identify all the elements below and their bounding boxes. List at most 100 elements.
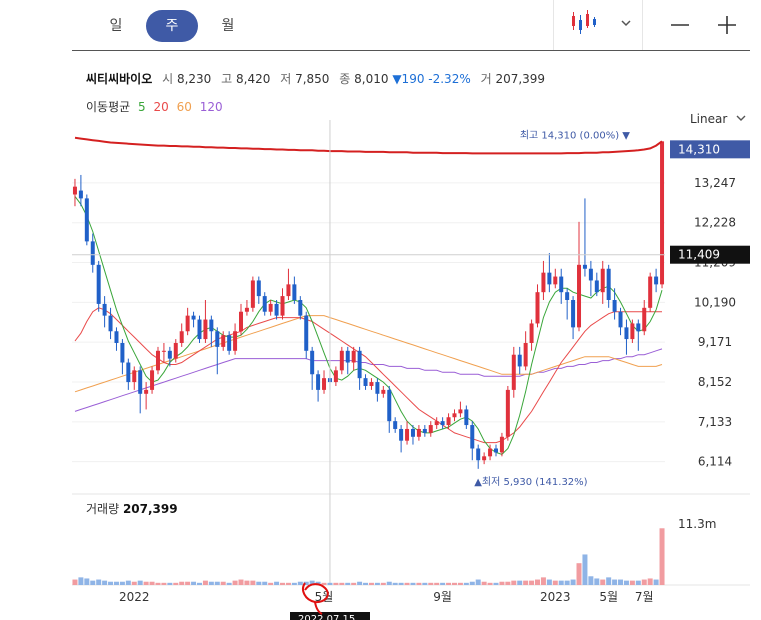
change-value: ▼190 -2.32% bbox=[392, 72, 471, 86]
ma-60[interactable]: 60 bbox=[176, 100, 192, 114]
tab-week[interactable]: 주 bbox=[146, 10, 198, 42]
volume-value: 207,399 bbox=[495, 72, 546, 86]
candle-body bbox=[138, 370, 143, 394]
volume-bar bbox=[131, 581, 137, 585]
volume-panel-label: 거래량 207,399 bbox=[86, 500, 178, 517]
candle-body bbox=[197, 319, 202, 340]
volume-bar bbox=[511, 580, 517, 585]
candle-body bbox=[505, 389, 510, 437]
low-value: 7,850 bbox=[295, 72, 330, 86]
volume-bar bbox=[428, 582, 434, 585]
tab-month[interactable]: 월 bbox=[221, 18, 235, 34]
volume-bar bbox=[351, 582, 357, 585]
volume-bar bbox=[149, 581, 155, 585]
candle-body bbox=[464, 409, 469, 426]
volume-bar bbox=[505, 581, 511, 585]
volume-bar bbox=[623, 580, 629, 585]
candle-body bbox=[155, 350, 160, 371]
volume-bar bbox=[280, 582, 286, 585]
volume-bar bbox=[457, 582, 463, 585]
candle-body bbox=[215, 331, 220, 347]
volume-bar bbox=[363, 582, 369, 585]
ma-120[interactable]: 120 bbox=[199, 100, 223, 114]
volume-bar bbox=[386, 581, 392, 585]
candle-body bbox=[535, 292, 540, 324]
candle-body bbox=[624, 327, 629, 340]
volume-bar bbox=[185, 581, 191, 585]
chart-type-button[interactable] bbox=[553, 0, 643, 50]
candle-body bbox=[393, 421, 398, 429]
volume-bar bbox=[214, 581, 220, 585]
moving-average-legend: 이동평균 5 20 60 120 bbox=[86, 98, 227, 115]
volume-bar bbox=[410, 582, 416, 585]
volume-bar bbox=[155, 582, 161, 585]
minus-icon[interactable] bbox=[668, 13, 692, 37]
candle-body bbox=[399, 428, 404, 441]
candle-body bbox=[440, 421, 445, 426]
crosshair-price-label: 11,409 bbox=[678, 248, 720, 262]
candle-body bbox=[286, 284, 291, 297]
candle-body bbox=[405, 428, 410, 441]
volume-bar bbox=[113, 581, 119, 585]
candle-body bbox=[606, 268, 611, 300]
candle-body bbox=[339, 350, 344, 371]
volume-bar bbox=[327, 582, 333, 585]
plus-icon[interactable] bbox=[715, 13, 739, 37]
candle-body bbox=[150, 370, 155, 390]
candle-body bbox=[173, 342, 178, 359]
candle-body bbox=[565, 292, 570, 300]
volume-bar bbox=[333, 582, 339, 585]
scale-selector[interactable]: Linear bbox=[690, 112, 747, 126]
candle-body bbox=[618, 311, 623, 328]
volume-bar bbox=[558, 580, 564, 585]
volume-bar bbox=[202, 580, 208, 585]
volume-bar bbox=[629, 580, 635, 585]
chevron-down-icon bbox=[736, 115, 746, 121]
candle-body bbox=[120, 342, 125, 363]
candle-body bbox=[553, 276, 558, 285]
toolbar-divider bbox=[72, 50, 750, 51]
candle-body bbox=[452, 413, 457, 418]
volume-bar bbox=[635, 580, 641, 585]
annotation-tail bbox=[314, 601, 323, 615]
volume-bar bbox=[535, 579, 541, 585]
volume-max-label: 11.3m bbox=[678, 517, 716, 531]
candle-body bbox=[511, 354, 516, 390]
candle-body bbox=[363, 378, 368, 386]
volume-bar bbox=[102, 580, 108, 585]
candle-body bbox=[588, 268, 593, 281]
volume-bar bbox=[357, 581, 363, 585]
period-tabs: 일 주 월 bbox=[90, 10, 258, 42]
candle-body bbox=[577, 264, 582, 328]
candle-body bbox=[108, 315, 113, 332]
candle-body bbox=[221, 335, 226, 347]
candle-body bbox=[114, 331, 119, 343]
volume-bar bbox=[451, 582, 457, 585]
overlay-line bbox=[74, 136, 663, 155]
volume-bar bbox=[440, 582, 446, 585]
tab-day[interactable]: 일 bbox=[109, 18, 123, 34]
volume-bar bbox=[582, 554, 588, 585]
ma-5[interactable]: 5 bbox=[138, 100, 146, 114]
volume-bar bbox=[570, 579, 576, 585]
volume-bar bbox=[463, 582, 469, 585]
ma-20[interactable]: 20 bbox=[153, 100, 169, 114]
volume-bar bbox=[499, 581, 505, 585]
candle-body bbox=[203, 319, 208, 340]
volume-bar bbox=[618, 579, 624, 585]
volume-bar bbox=[588, 576, 594, 585]
candle-body bbox=[387, 389, 392, 422]
candle-body bbox=[72, 186, 77, 195]
candle-body bbox=[493, 448, 498, 453]
chevron-down-icon bbox=[621, 20, 631, 27]
volume-bar bbox=[368, 582, 374, 585]
high-label: 고 bbox=[221, 72, 233, 86]
volume-bar bbox=[167, 582, 173, 585]
volume-bar bbox=[285, 582, 291, 585]
volume-bar bbox=[291, 582, 297, 585]
volume-bar bbox=[487, 582, 493, 585]
candle-body bbox=[523, 342, 528, 367]
volume-bar bbox=[238, 579, 244, 585]
volume-bar bbox=[647, 578, 653, 585]
